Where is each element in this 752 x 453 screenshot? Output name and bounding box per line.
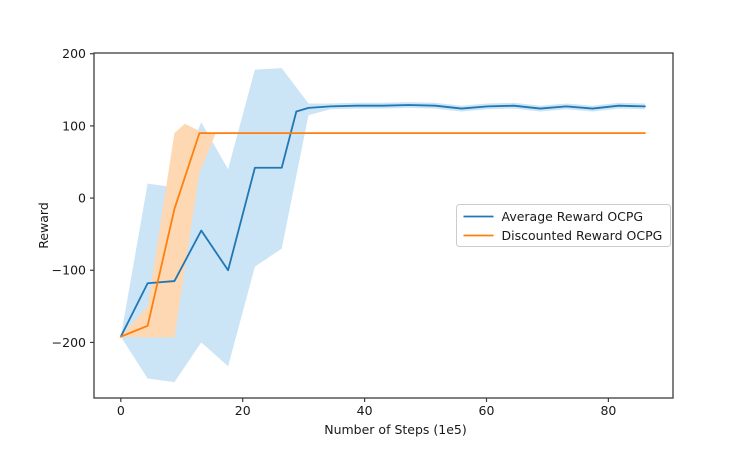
x-axis-label: Number of Steps (1e5) [324,422,467,437]
x-tick-label: 20 [235,403,251,418]
y-tick-label: 100 [62,118,86,133]
x-tick-label: 40 [357,403,373,418]
legend-box [456,204,671,247]
legend-label-discounted-reward-ocpg: Discounted Reward OCPG [502,228,663,243]
y-tick-label: −100 [52,263,86,278]
average-reward-ocpg-confidence-band [120,68,645,383]
average-reward-ocpg-line [119,104,646,338]
axes-spines [93,52,674,399]
y-axis: −200 −100 0 100 200 [52,46,94,350]
discounted-reward-ocpg-confidence-band [120,123,216,338]
legend-label-average-reward-ocpg: Average Reward OCPG [502,209,644,224]
y-axis-label: Reward [36,202,51,249]
x-tick-label: 80 [600,403,616,418]
y-tick-label: 200 [62,46,86,61]
discounted-reward-ocpg-line [119,132,646,338]
legend-entry-discounted-reward-ocpg: Discounted Reward OCPG [463,228,663,243]
y-tick-label: 0 [78,191,86,206]
legend: Average Reward OCPG Discounted Reward OCP… [456,204,671,247]
x-tick-label: 0 [117,403,125,418]
y-tick-label: −200 [52,335,86,350]
x-axis: 0 20 40 60 80 [117,398,616,418]
x-tick-label: 60 [479,403,495,418]
legend-entry-average-reward-ocpg: Average Reward OCPG [463,209,644,224]
